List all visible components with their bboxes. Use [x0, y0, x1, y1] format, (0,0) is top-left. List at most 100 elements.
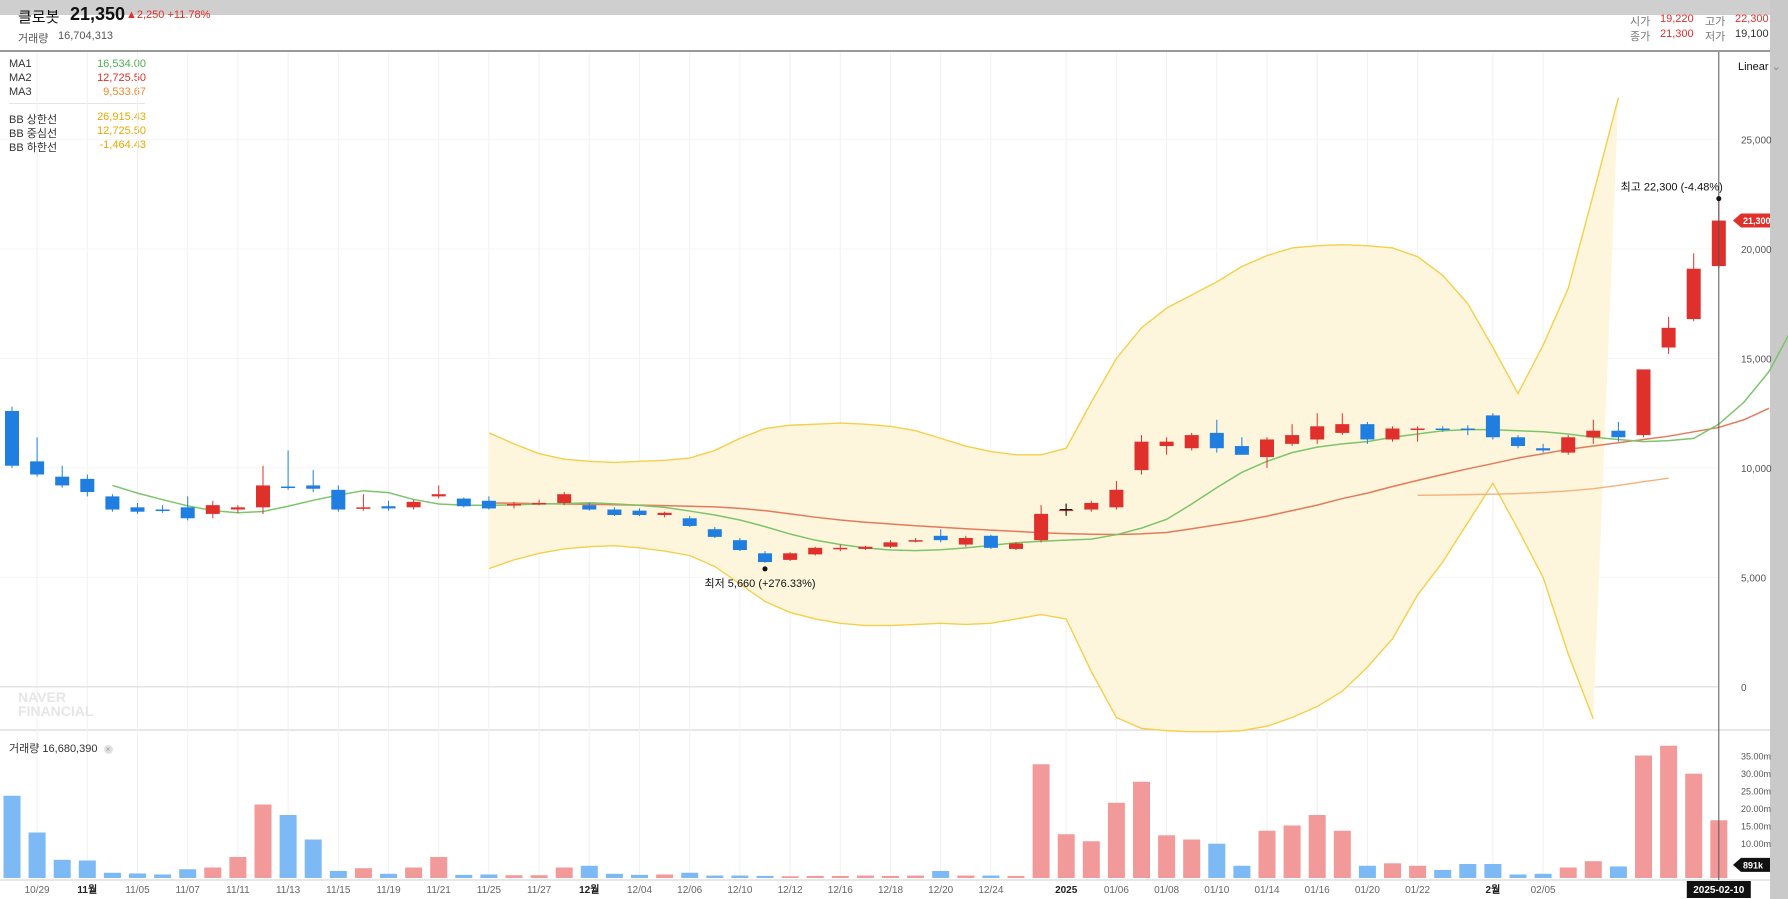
close-label: 종가 — [1630, 31, 1651, 43]
low-value: 19,100 — [1735, 28, 1769, 40]
x-tick-label: 02/05 — [1531, 885, 1556, 896]
volume-bar — [1358, 865, 1376, 878]
candle-body — [406, 501, 421, 508]
legend-divider — [9, 103, 145, 104]
stock-name[interactable]: 클로봇 — [18, 9, 60, 26]
volume-bar — [1208, 843, 1226, 878]
candle-body — [1460, 428, 1475, 431]
scale-mode-label: Linear — [1738, 61, 1769, 73]
volume-bar — [1534, 873, 1552, 878]
legend-ma3-label: MA3 — [9, 86, 32, 98]
volume-bar — [1032, 764, 1050, 878]
volume-bar — [380, 873, 397, 878]
moving-averages — [112, 334, 1788, 552]
volume-bar — [555, 867, 573, 878]
volume-tick-label: 25.00m — [1741, 787, 1771, 797]
volume-bar — [1233, 865, 1251, 878]
volume-bar — [154, 874, 172, 878]
candle-body — [582, 505, 597, 510]
volume-bar — [1509, 874, 1527, 878]
volume-bar — [1409, 865, 1427, 878]
volume-bar — [279, 815, 297, 878]
candle-body — [657, 512, 672, 515]
candle-body — [758, 553, 772, 563]
scale-mode-button[interactable]: Linear ⌄ — [1738, 60, 1781, 73]
volume-bar — [1057, 834, 1075, 878]
price-tick-label: 10,000 — [1741, 464, 1772, 475]
volume-bar — [1459, 864, 1477, 878]
low-annotation: 최저 5,660 (+276.33%) — [704, 577, 815, 590]
window-top-strip — [0, 0, 1788, 15]
candle-body — [130, 507, 145, 512]
price-tick-label: 0 — [1741, 683, 1747, 694]
x-tick-label: 11/27 — [527, 885, 552, 896]
candle-body — [1611, 430, 1626, 438]
legend-ma1-label: MA1 — [9, 58, 32, 70]
candle-body — [1109, 489, 1124, 508]
x-tick-label: 11/19 — [376, 885, 401, 896]
candle-body — [481, 500, 496, 509]
volume-tick-label: 35.00m — [1741, 752, 1771, 762]
stock-price: 21,350 — [70, 4, 126, 24]
candle-body — [1536, 448, 1551, 451]
volume-bar — [882, 875, 899, 878]
close-icon[interactable]: × — [103, 745, 113, 754]
candle-body — [1034, 513, 1049, 541]
volume-bar — [1559, 867, 1577, 878]
candle-body — [1260, 439, 1274, 457]
volume-tag-label: 891k — [1743, 860, 1764, 870]
volume-bar — [932, 871, 950, 878]
x-tick-label: 12/10 — [727, 885, 752, 896]
volume-bar — [505, 875, 523, 878]
x-tick-label: 11/25 — [477, 885, 502, 896]
volume-bar — [1384, 863, 1401, 878]
x-tick-label: 01/14 — [1254, 885, 1279, 896]
x-tick-label: 12/16 — [828, 885, 853, 896]
high-marker — [1716, 196, 1722, 202]
legend-bb-upper-label: BB 상한선 — [9, 114, 58, 126]
candle-body — [205, 505, 220, 514]
candle-body — [1184, 435, 1199, 449]
low-label: 저가 — [1705, 31, 1726, 43]
volume-bar — [1107, 802, 1125, 878]
watermark-line-2: FINANCIAL — [18, 703, 94, 719]
candle-body — [858, 546, 873, 549]
volume-bar — [129, 873, 146, 878]
price-tick-label: 20,000 — [1741, 245, 1772, 256]
ma3-line — [1417, 477, 1669, 496]
volume-tick-label: 10.00m — [1741, 839, 1771, 849]
candle-body — [281, 486, 296, 489]
candle-body — [958, 537, 973, 545]
volume-bar — [1158, 835, 1176, 878]
volume-bar — [656, 874, 674, 878]
volume-bar — [907, 875, 925, 878]
volume-bar — [530, 875, 548, 878]
chevron-down-icon: ⌄ — [1771, 61, 1781, 73]
candle-body — [55, 476, 70, 486]
legend-ma3-value: 9,533.67 — [103, 86, 146, 98]
volume-bar — [329, 871, 347, 878]
volume-bar — [1183, 839, 1201, 878]
bollinger-lower-line — [488, 481, 1594, 733]
volume-bar — [480, 874, 498, 878]
stock-change: ▲2,250 +11.78% — [126, 9, 211, 21]
candle-body — [532, 502, 547, 505]
close-value: 21,300 — [1660, 28, 1694, 40]
candle-body — [808, 547, 823, 555]
x-tick-label: 11월 — [77, 884, 97, 896]
candle-body — [155, 509, 170, 512]
x-tick-label: 11/15 — [326, 885, 351, 896]
candle-body — [1234, 446, 1249, 455]
candle-body — [1009, 543, 1023, 549]
volume-value: 16,704,313 — [58, 30, 114, 42]
candle-body — [5, 411, 19, 466]
volume-bar — [1082, 841, 1100, 878]
high-label: 고가 — [1705, 16, 1726, 28]
volume-bar — [706, 875, 724, 878]
volume-bar — [781, 876, 799, 878]
volume-bar — [831, 875, 849, 878]
price-tick-label: 5,000 — [1741, 573, 1766, 584]
x-tick-label: 11/11 — [226, 885, 250, 896]
x-tick-label: 12/20 — [928, 885, 953, 896]
